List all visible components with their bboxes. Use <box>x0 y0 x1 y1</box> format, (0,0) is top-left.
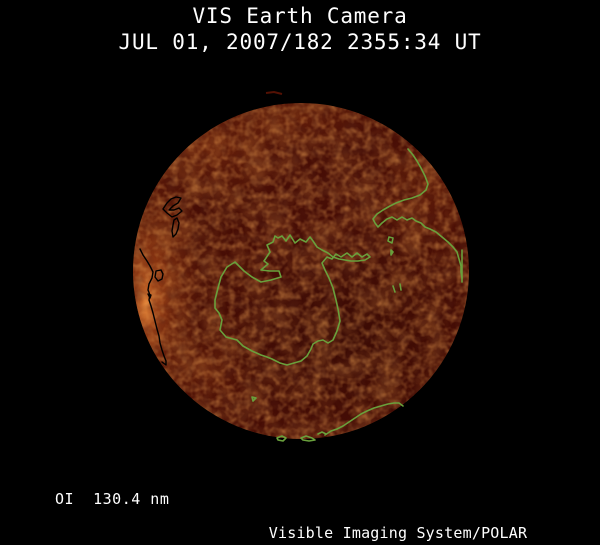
limb-wisp <box>265 90 283 95</box>
timestamp-label: JUL 01, 2007/182 2355:34 UT <box>118 30 482 54</box>
antarctica-coastline <box>214 234 371 366</box>
credit-block: Visible Imaging System/POLAR The Univers… <box>250 487 545 545</box>
upper-right-coastline <box>372 148 463 279</box>
coastline-overlay-green <box>214 148 463 442</box>
wavelength-label: OI 130.4 nm <box>55 490 170 508</box>
dark-dot <box>147 293 152 299</box>
credit-line-1: Visible Imaging System/POLAR <box>268 524 528 542</box>
dark-island-south <box>171 217 180 238</box>
coastline-overlay-black <box>139 196 183 366</box>
lower-right-coastline <box>324 402 404 436</box>
earth-disk <box>133 103 469 439</box>
dark-loop <box>154 269 164 282</box>
dark-limb-coastline <box>139 248 167 366</box>
dark-island-north <box>162 196 183 218</box>
page-title: VIS Earth Camera <box>192 4 408 28</box>
small-islands <box>251 236 402 402</box>
noise-texture-dark <box>133 103 469 439</box>
bottom-islands <box>276 431 327 442</box>
